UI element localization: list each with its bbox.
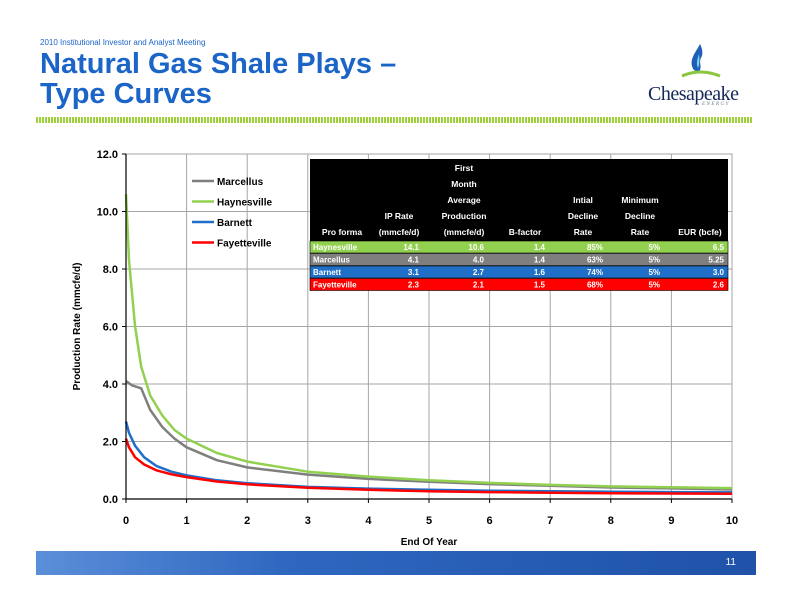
table-cell: 5.25 (708, 256, 724, 265)
table-header-cell: Month (451, 179, 477, 189)
table-cell: Haynesville (313, 243, 358, 252)
table-row-fayetteville (309, 278, 729, 291)
x-axis-title: End Of Year (401, 537, 458, 548)
slide-title-line1: Natural Gas Shale Plays – (40, 48, 397, 80)
logo-subtitle: ENERGY (702, 102, 730, 107)
y-tick-label: 2.0 (103, 437, 118, 449)
table-header-cell: Pro forma (322, 227, 362, 237)
table-cell: 14.1 (403, 243, 419, 252)
table-header-cell: B-factor (509, 227, 542, 237)
table-cell: 1.5 (534, 281, 546, 290)
table-header-cell: (mmcfe/d) (444, 227, 485, 237)
y-tick-label: 6.0 (103, 322, 118, 334)
table-cell: Barnett (313, 268, 341, 277)
chart-legend: Marcellus Haynesville Barnett Fayetteville (192, 177, 272, 250)
x-tick-label: 3 (305, 515, 311, 527)
table-cell: 6.5 (713, 243, 725, 252)
series-line-fayetteville (124, 438, 733, 496)
table-header-cell: First (455, 163, 474, 173)
legend-label-haynesville: Haynesville (217, 198, 272, 209)
chart-series (124, 194, 733, 496)
legend-label-barnett: Barnett (217, 218, 253, 229)
y-tick-label: 4.0 (103, 379, 118, 391)
chart-ticks: 0.0 2.0 4.0 6.0 8.0 10.0 12.0 0 1 2 3 4 5 6 7 8 9 10 (97, 149, 739, 527)
table-header-cell: Intial (573, 195, 593, 205)
legend-label-marcellus: Marcellus (217, 177, 264, 188)
table-cell: 2.6 (713, 281, 725, 290)
page-number: 11 (725, 557, 736, 568)
table-header (310, 159, 728, 241)
table-header-cell: Rate (574, 227, 593, 237)
table-cell: 2.7 (473, 268, 485, 277)
table-header-cell: Average (447, 195, 481, 205)
table-cell: 2.3 (408, 281, 420, 290)
x-tick-label: 4 (365, 515, 372, 527)
table-cell: 4.1 (408, 256, 420, 265)
table-cell: 5% (648, 256, 660, 265)
table-header-cell: Production (442, 211, 487, 221)
y-tick-label: 0.0 (103, 494, 118, 506)
y-tick-label: 8.0 (103, 264, 118, 276)
logo-wordmark: Chesapeake (648, 83, 739, 105)
table-cell: 5% (648, 268, 660, 277)
table-cell: 10.6 (468, 243, 484, 252)
x-tick-label: 2 (244, 515, 250, 527)
table-cell: Fayetteville (313, 281, 357, 290)
table-cell: 5% (648, 243, 660, 252)
table-header-cell: Rate (631, 227, 650, 237)
chesapeake-logo-icon (681, 44, 721, 78)
y-axis-title: Production Rate (mmcfe/d) (72, 263, 83, 391)
x-tick-label: 5 (426, 515, 432, 527)
table-cell: 68% (587, 281, 603, 290)
table-cell: 1.6 (534, 268, 546, 277)
meeting-label: 2010 Institutional Investor and Analyst … (40, 38, 206, 47)
table-cell: 1.4 (534, 243, 546, 252)
x-tick-label: 6 (487, 515, 493, 527)
table-cell: 2.1 (473, 281, 485, 290)
legend-label-fayetteville: Fayetteville (217, 239, 272, 250)
x-tick-label: 0 (123, 515, 129, 527)
table-cell: Marcellus (313, 256, 350, 265)
x-tick-label: 8 (608, 515, 614, 527)
footer-bar: 11 (36, 551, 756, 575)
header-divider (36, 117, 752, 123)
x-tick-label: 7 (547, 515, 553, 527)
table-cell: 5% (648, 281, 660, 290)
table-header-cell: Decline (568, 211, 599, 221)
table-cell: 4.0 (473, 256, 485, 265)
x-tick-label: 9 (668, 515, 674, 527)
table-cell: 74% (587, 268, 603, 277)
table-cell: 85% (587, 243, 603, 252)
y-tick-label: 10.0 (97, 207, 118, 219)
x-tick-label: 10 (726, 515, 738, 527)
slide-title: Natural Gas Shale Plays – Type Curves (40, 49, 396, 109)
x-tick-label: 1 (184, 515, 190, 527)
table-row-haynesville (309, 240, 729, 254)
slide-title-line2: Type Curves (40, 78, 212, 110)
series-line-haynesville (124, 194, 733, 490)
table-header-cell: EUR (bcfe) (678, 227, 722, 237)
table-header-cell: IP Rate (385, 211, 414, 221)
table-cell: 3.0 (713, 268, 725, 277)
table-cell: 63% (587, 256, 603, 265)
table-row-marcellus (309, 253, 729, 266)
table-cell: 1.4 (534, 256, 546, 265)
y-tick-label: 12.0 (97, 149, 118, 161)
table-row-barnett (309, 265, 729, 279)
table-header-cell: (mmcfe/d) (379, 227, 420, 237)
table-cell: 3.1 (408, 268, 420, 277)
type-curve-table: Pro forma IP Rate (mmcfe/d) First Month Avera… (309, 159, 729, 291)
table-header-cell: Minimum (621, 195, 659, 205)
table-header-cell: Decline (625, 211, 656, 221)
